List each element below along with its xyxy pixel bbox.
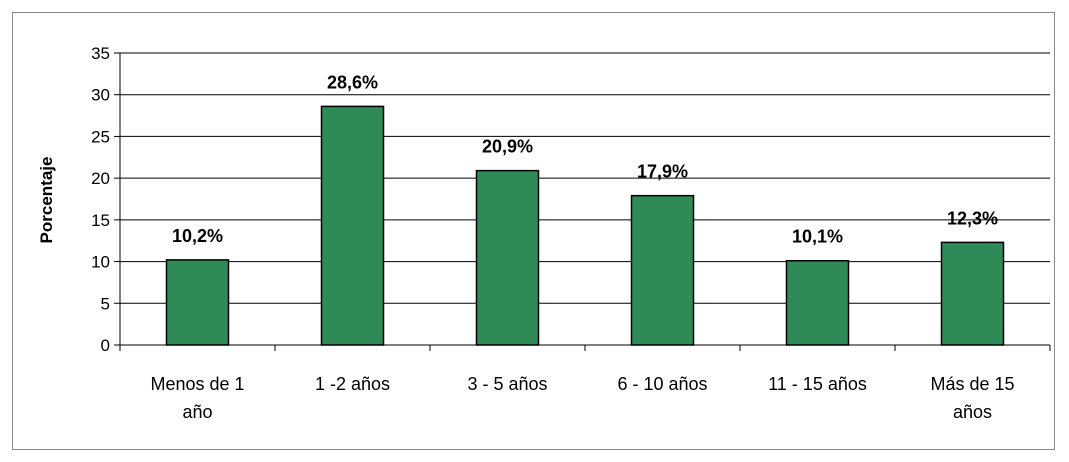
y-tick-label: 25 xyxy=(91,127,110,146)
bar xyxy=(320,105,385,346)
data-label: 10,2% xyxy=(172,226,223,246)
data-label: 17,9% xyxy=(637,162,688,182)
bars xyxy=(165,105,1005,346)
bar xyxy=(940,241,1005,346)
data-label: 20,9% xyxy=(482,137,533,157)
y-tick-label: 5 xyxy=(101,294,110,313)
y-tick-label: 35 xyxy=(91,44,110,63)
y-tick-label: 20 xyxy=(91,169,110,188)
x-category-label: 11 - 15 años xyxy=(768,374,867,394)
x-category-label: año xyxy=(182,402,212,422)
y-tick-label: 10 xyxy=(91,253,110,272)
x-category-label: años xyxy=(953,402,992,422)
y-axis-label: Porcentaje xyxy=(37,157,56,244)
y-axis-ticks: 0 5 10 15 20 25 30 35 xyxy=(91,44,120,355)
gridlines xyxy=(120,52,1050,304)
data-label: 28,6% xyxy=(327,72,378,92)
x-category-label: Más de 15 xyxy=(930,374,1014,394)
y-tick-label: 0 xyxy=(101,336,110,355)
data-labels: 10,2% 28,6% 20,9% 17,9% 10,1% 12,3% xyxy=(172,72,998,246)
y-tick-label: 30 xyxy=(91,86,110,105)
x-category-label: Menos de 1 xyxy=(150,374,244,394)
bar xyxy=(785,259,850,346)
y-tick-label: 15 xyxy=(91,211,110,230)
data-label: 10,1% xyxy=(792,227,843,247)
x-category-label: 1 -2 años xyxy=(315,374,390,394)
bar xyxy=(165,259,230,346)
x-category-label: 6 - 10 años xyxy=(617,374,707,394)
bar xyxy=(475,169,540,346)
data-label: 12,3% xyxy=(947,208,998,228)
x-category-label: 3 - 5 años xyxy=(467,374,547,394)
bar xyxy=(630,194,695,346)
x-axis-categories: Menos de 1 año 1 -2 años 3 - 5 años 6 - 10 a… xyxy=(119,345,1051,422)
